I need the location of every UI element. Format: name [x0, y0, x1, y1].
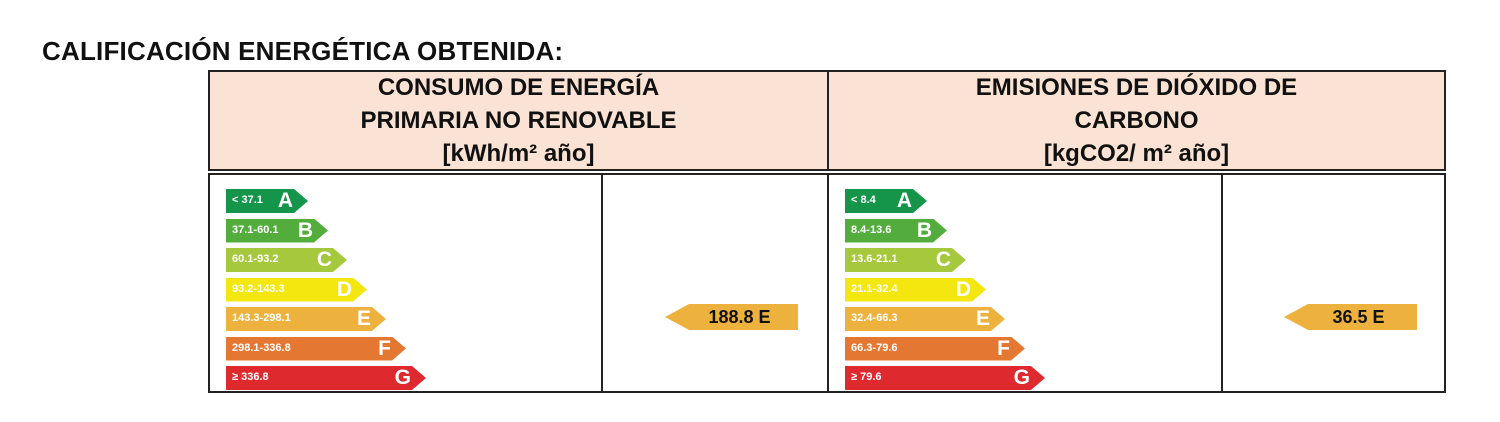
- scale-letter: A: [277, 189, 293, 212]
- scale-letter: C: [316, 248, 332, 271]
- emissions-result-letter: E: [1372, 306, 1385, 327]
- energy-scale-bar-f: 298.1-336.8 F: [226, 337, 406, 361]
- emissions-result-arrow: 36.5 E: [1284, 304, 1417, 330]
- energy-scale-bar-e: 143.3-298.1 E: [226, 307, 386, 331]
- emissions-header: EMISIONES DE DIÓXIDO DE CARBONO [kgCO2/ …: [827, 70, 1446, 171]
- emissions-scale-bar-e: 32.4-66.3 E: [845, 307, 1005, 331]
- emissions-scale-bar-a: < 8.4 A: [845, 189, 927, 213]
- energy-scale: < 37.1 A 37.1-60.1 B 60.1-93.2 C 93.2-143.3 D 14…: [226, 189, 426, 396]
- energy-divider: [601, 175, 603, 391]
- energy-header-line-1: CONSUMO DE ENERGÍA: [377, 74, 660, 101]
- rating-table: CONSUMO DE ENERGÍA PRIMARIA NO RENOVABLE…: [208, 70, 1446, 393]
- scale-letter: G: [394, 366, 411, 389]
- scale-range-label: 143.3-298.1: [232, 312, 291, 324]
- energy-header-unit: [kWh/m² año]: [442, 140, 595, 167]
- scale-letter: D: [336, 277, 352, 301]
- emissions-scale-bar-b: 8.4-13.6 B: [845, 219, 947, 243]
- scale-range-label: 21.1-32.4: [851, 282, 898, 295]
- emissions-divider: [1221, 175, 1223, 391]
- scale-letter: F: [378, 336, 391, 360]
- page-title: CALIFICACIÓN ENERGÉTICA OBTENIDA:: [42, 36, 564, 66]
- scale-letter: B: [916, 218, 932, 242]
- energy-header-line-2: PRIMARIA NO RENOVABLE: [360, 107, 677, 134]
- emissions-header-unit: [kgCO2/ m² año]: [1043, 140, 1230, 167]
- energy-result-letter: E: [758, 306, 771, 327]
- scale-range-label: 8.4-13.6: [851, 223, 892, 236]
- energy-header: CONSUMO DE ENERGÍA PRIMARIA NO RENOVABLE…: [208, 70, 829, 171]
- scale-range-label: 60.1-93.2: [232, 253, 279, 265]
- emissions-scale-bar-c: 13.6-21.1 C: [845, 248, 966, 272]
- scale-letter: B: [297, 218, 313, 242]
- emissions-scale-bar-d: 21.1-32.4 D: [845, 278, 986, 302]
- energy-panel: < 37.1 A 37.1-60.1 B 60.1-93.2 C 93.2-143.3 D 14…: [208, 173, 829, 393]
- scale-range-label: 93.2-143.3: [232, 282, 285, 295]
- scale-letter: E: [356, 307, 371, 330]
- scale-letter: A: [896, 189, 912, 212]
- scale-range-label: < 8.4: [851, 194, 876, 206]
- scale-range-label: ≥ 79.6: [851, 371, 882, 383]
- scale-letter: E: [975, 307, 990, 330]
- scale-letter: G: [1013, 366, 1030, 389]
- energy-scale-bar-g: ≥ 336.8 G: [226, 366, 426, 390]
- emissions-panel: < 8.4 A 8.4-13.6 B 13.6-21.1 C 21.1-32.4 D 32.4-…: [827, 173, 1446, 393]
- scale-range-label: 13.6-21.1: [851, 253, 898, 265]
- emissions-scale-bar-g: ≥ 79.6 G: [845, 366, 1045, 390]
- scale-letter: D: [955, 277, 971, 301]
- energy-scale-bar-b: 37.1-60.1 B: [226, 219, 328, 243]
- energy-scale-bar-d: 93.2-143.3 D: [226, 278, 367, 302]
- energy-scale-bar-c: 60.1-93.2 C: [226, 248, 347, 272]
- scale-letter: F: [997, 336, 1010, 360]
- emissions-header-line-2: CARBONO: [1074, 107, 1199, 134]
- emissions-scale-bar-f: 66.3-79.6 F: [845, 337, 1025, 361]
- energy-result-arrow: 188.8 E: [665, 304, 798, 330]
- scale-range-label: 298.1-336.8: [232, 341, 291, 354]
- emissions-result-value: 36.5: [1332, 306, 1368, 327]
- scale-range-label: ≥ 336.8: [232, 371, 269, 383]
- energy-result-value: 188.8: [708, 306, 754, 327]
- scale-range-label: 32.4-66.3: [851, 312, 898, 324]
- scale-range-label: < 37.1: [232, 194, 263, 206]
- scale-range-label: 37.1-60.1: [232, 223, 279, 236]
- energy-scale-bar-a: < 37.1 A: [226, 189, 308, 213]
- emissions-header-line-1: EMISIONES DE DIÓXIDO DE: [975, 74, 1298, 101]
- emissions-scale: < 8.4 A 8.4-13.6 B 13.6-21.1 C 21.1-32.4 D 32.4-…: [845, 189, 1045, 396]
- scale-letter: C: [935, 248, 951, 271]
- scale-range-label: 66.3-79.6: [851, 341, 898, 354]
